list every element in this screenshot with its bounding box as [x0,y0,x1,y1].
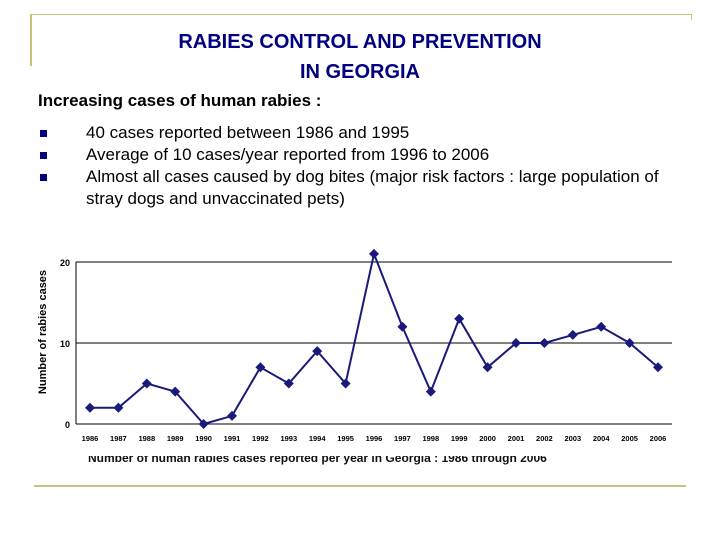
decorative-right-tick [691,14,692,20]
chart-series [85,248,663,429]
data-point-diamond [482,362,493,373]
x-tick-label: 1996 [366,434,383,443]
bullet-text: 40 cases reported between 1986 and 1995 [86,123,410,142]
square-bullet-icon [40,130,47,137]
bullet-item: Almost all cases caused by dog bites (ma… [38,166,678,210]
x-tick-label: 1994 [309,434,327,443]
y-tick-label: 0 [65,420,70,430]
x-tick-label: 2001 [508,434,525,443]
chart-gridlines [76,261,672,344]
x-tick-label: 1998 [422,434,439,443]
x-tick-label: 2000 [479,434,496,443]
y-axis-label: Number of rabies cases [37,270,49,394]
data-point-diamond [85,402,95,413]
x-tick-label: 1990 [195,434,212,443]
data-point-diamond [198,419,209,429]
data-point-diamond [511,338,521,348]
x-tick-label: 1987 [110,434,127,443]
data-point-diamond [624,338,635,348]
chart-caption: Number of human rabies cases reported pe… [88,456,628,468]
decorative-bottom-line [34,485,686,487]
data-point-diamond [369,248,379,259]
x-tick-label: 1995 [337,434,354,443]
data-point-diamond [454,313,465,324]
bullet-item: 40 cases reported between 1986 and 1995 [38,122,678,144]
data-point-diamond [397,321,408,332]
x-tick-label: 2003 [564,434,581,443]
x-tick-label: 1988 [138,434,155,443]
decorative-top-line [30,14,692,15]
data-point-diamond [425,386,436,397]
x-tick-label: 1991 [224,434,241,443]
chart-title: Number of human rabies cases reported pe… [88,456,547,465]
x-tick-label: 1999 [451,434,468,443]
chart-axes [75,262,672,425]
data-point-diamond [340,378,351,389]
square-bullet-icon [40,152,47,159]
data-point-diamond [170,386,181,397]
data-point-diamond [653,362,663,373]
y-tick-label: 10 [60,339,70,349]
slide-subtitle: Increasing cases of human rabies : [38,91,322,110]
x-tick-label: 2002 [536,434,553,443]
bullet-text: Almost all cases caused by dog bites (ma… [86,167,659,208]
x-tick-label: 2005 [621,434,638,443]
square-bullet-icon [40,174,47,181]
x-tick-label: 2004 [593,434,611,443]
data-point-diamond [227,410,237,421]
x-tick-label: 1986 [82,434,99,443]
data-point-diamond [596,321,607,332]
data-point-diamond [255,362,266,373]
chart-tick-labels: 0 10 20 1986 1987 1988 1989 1990 1991 1992 1993 199… [60,258,666,443]
data-point-diamond [141,378,152,389]
decorative-vertical-line [30,14,32,66]
data-point-diamond [312,346,323,357]
slide-title-line-2: IN GEORGIA [299,61,420,83]
x-tick-label: 2006 [650,434,667,443]
data-point-diamond [113,402,124,413]
bullet-text: Average of 10 cases/year reported from 1… [86,145,490,164]
x-tick-label: 1992 [252,434,269,443]
data-point-diamond [283,378,294,389]
x-tick-label: 1997 [394,434,411,443]
y-tick-label: 20 [60,258,70,268]
bullet-list: 40 cases reported between 1986 and 1995 … [38,122,678,210]
bullet-item: Average of 10 cases/year reported from 1… [38,144,678,166]
data-point-diamond [539,338,550,348]
x-tick-label: 1993 [280,434,297,443]
slide-title-line-1: RABIES CONTROL AND PREVENTION [178,31,542,53]
rabies-cases-line-chart: 0 10 20 1986 1987 1988 1989 1990 1991 1992 1993 199… [37,248,672,443]
data-point-diamond [567,329,578,340]
x-tick-label: 1989 [167,434,184,443]
slide-title: RABIES CONTROL AND PREVENTION IN GEORGIA [60,27,660,87]
